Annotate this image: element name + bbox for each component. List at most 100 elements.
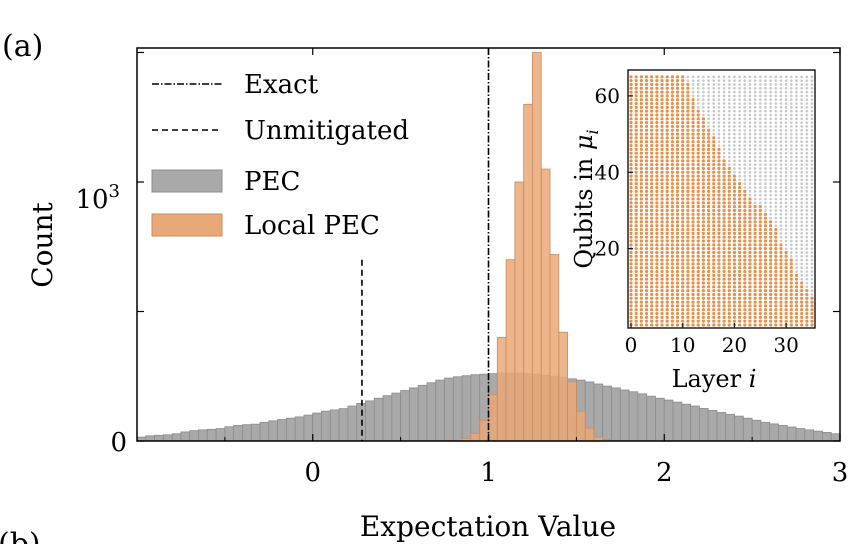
active-qubit-dot — [738, 193, 742, 197]
inactive-qubit-dot — [800, 232, 803, 235]
inactive-qubit-dot — [712, 102, 716, 105]
inactive-qubit-dot — [810, 159, 814, 163]
inactive-qubit-dot — [805, 232, 809, 235]
active-qubit-dot — [691, 201, 695, 205]
inactive-qubit-dot — [733, 83, 736, 86]
inactive-qubit-dot — [696, 94, 700, 98]
active-qubit-dot — [634, 247, 638, 251]
active-qubit-dot — [774, 269, 778, 274]
active-qubit-dot — [629, 212, 633, 216]
active-qubit-dot — [639, 300, 643, 304]
active-qubit-dot — [696, 182, 700, 186]
inactive-qubit-dot — [779, 220, 783, 224]
active-qubit-dot — [738, 254, 742, 258]
active-qubit-dot — [691, 147, 695, 151]
active-qubit-dot — [712, 174, 716, 178]
active-qubit-dot — [732, 231, 737, 235]
active-qubit-dot — [712, 155, 716, 159]
active-qubit-dot — [691, 101, 695, 106]
active-qubit-dot — [701, 197, 706, 201]
active-qubit-dot — [691, 269, 695, 274]
inactive-qubit-dot — [727, 144, 731, 147]
inactive-qubit-dot — [717, 86, 721, 90]
active-qubit-dot — [634, 140, 638, 144]
active-qubit-dot — [670, 86, 674, 90]
active-qubit-dot — [644, 227, 649, 232]
active-qubit-dot — [794, 277, 799, 281]
active-qubit-dot — [665, 113, 669, 117]
active-qubit-dot — [805, 292, 809, 297]
active-qubit-dot — [650, 220, 654, 224]
inactive-qubit-dot — [733, 144, 736, 147]
active-qubit-dot — [758, 216, 762, 220]
active-qubit-dot — [779, 247, 783, 251]
active-qubit-dot — [717, 155, 721, 159]
active-qubit-dot — [717, 304, 721, 308]
inactive-qubit-dot — [758, 136, 762, 140]
inactive-qubit-dot — [795, 136, 798, 140]
active-qubit-dot — [681, 292, 685, 297]
active-qubit-dot — [650, 216, 654, 220]
inactive-qubit-dot — [769, 83, 772, 86]
active-qubit-dot — [644, 132, 649, 136]
active-qubit-dot — [686, 151, 690, 155]
active-qubit-dot — [644, 311, 649, 316]
active-qubit-dot — [686, 300, 690, 304]
active-qubit-dot — [774, 292, 778, 297]
active-qubit-dot — [670, 231, 674, 235]
active-qubit-dot — [722, 239, 726, 243]
inactive-qubit-dot — [800, 151, 803, 155]
inactive-qubit-dot — [795, 216, 798, 220]
inactive-qubit-dot — [722, 75, 726, 79]
active-qubit-dot — [686, 311, 690, 316]
active-qubit-dot — [665, 285, 669, 289]
inactive-qubit-dot — [727, 75, 731, 79]
active-qubit-dot — [665, 212, 669, 216]
active-qubit-dot — [706, 159, 711, 163]
active-qubit-dot — [629, 285, 633, 289]
inactive-qubit-dot — [743, 132, 747, 136]
active-qubit-dot — [706, 308, 711, 312]
active-qubit-dot — [722, 319, 726, 323]
inactive-qubit-dot — [784, 247, 788, 250]
active-qubit-dot — [800, 296, 804, 300]
y-tick-label-1000: 103 — [75, 181, 120, 215]
inactive-qubit-dot — [795, 193, 798, 197]
active-qubit-dot — [686, 323, 690, 327]
active-qubit-dot — [701, 311, 706, 316]
active-qubit-dot — [629, 159, 633, 163]
inactive-qubit-dot — [784, 228, 788, 231]
inactive-qubit-dot — [810, 212, 814, 216]
active-qubit-dot — [706, 151, 711, 155]
inactive-qubit-dot — [769, 193, 772, 197]
active-qubit-dot — [681, 258, 685, 262]
active-qubit-dot — [675, 258, 680, 262]
active-qubit-dot — [660, 82, 664, 87]
active-qubit-dot — [727, 262, 731, 266]
active-qubit-dot — [660, 308, 664, 312]
active-qubit-dot — [712, 208, 716, 213]
pec-bar — [303, 414, 314, 442]
active-qubit-dot — [634, 308, 638, 312]
active-qubit-dot — [727, 197, 731, 201]
inactive-qubit-dot — [722, 128, 726, 132]
pec-bar — [417, 384, 428, 442]
active-qubit-dot — [691, 239, 695, 243]
inactive-qubit-dot — [733, 167, 736, 170]
active-qubit-dot — [675, 128, 680, 132]
active-qubit-dot — [650, 296, 654, 300]
active-qubit-dot — [732, 266, 737, 270]
inactive-qubit-dot — [753, 167, 757, 170]
inactive-qubit-dot — [727, 98, 731, 102]
active-qubit-dot — [686, 296, 690, 300]
active-qubit-dot — [655, 227, 659, 232]
active-qubit-dot — [644, 128, 649, 132]
active-qubit-dot — [681, 254, 685, 258]
active-qubit-dot — [681, 140, 685, 144]
active-qubit-dot — [717, 296, 721, 300]
active-qubit-dot — [634, 132, 638, 136]
active-qubit-dot — [639, 94, 643, 98]
inactive-qubit-dot — [795, 125, 798, 128]
active-qubit-dot — [805, 311, 809, 316]
active-qubit-dot — [717, 208, 721, 213]
